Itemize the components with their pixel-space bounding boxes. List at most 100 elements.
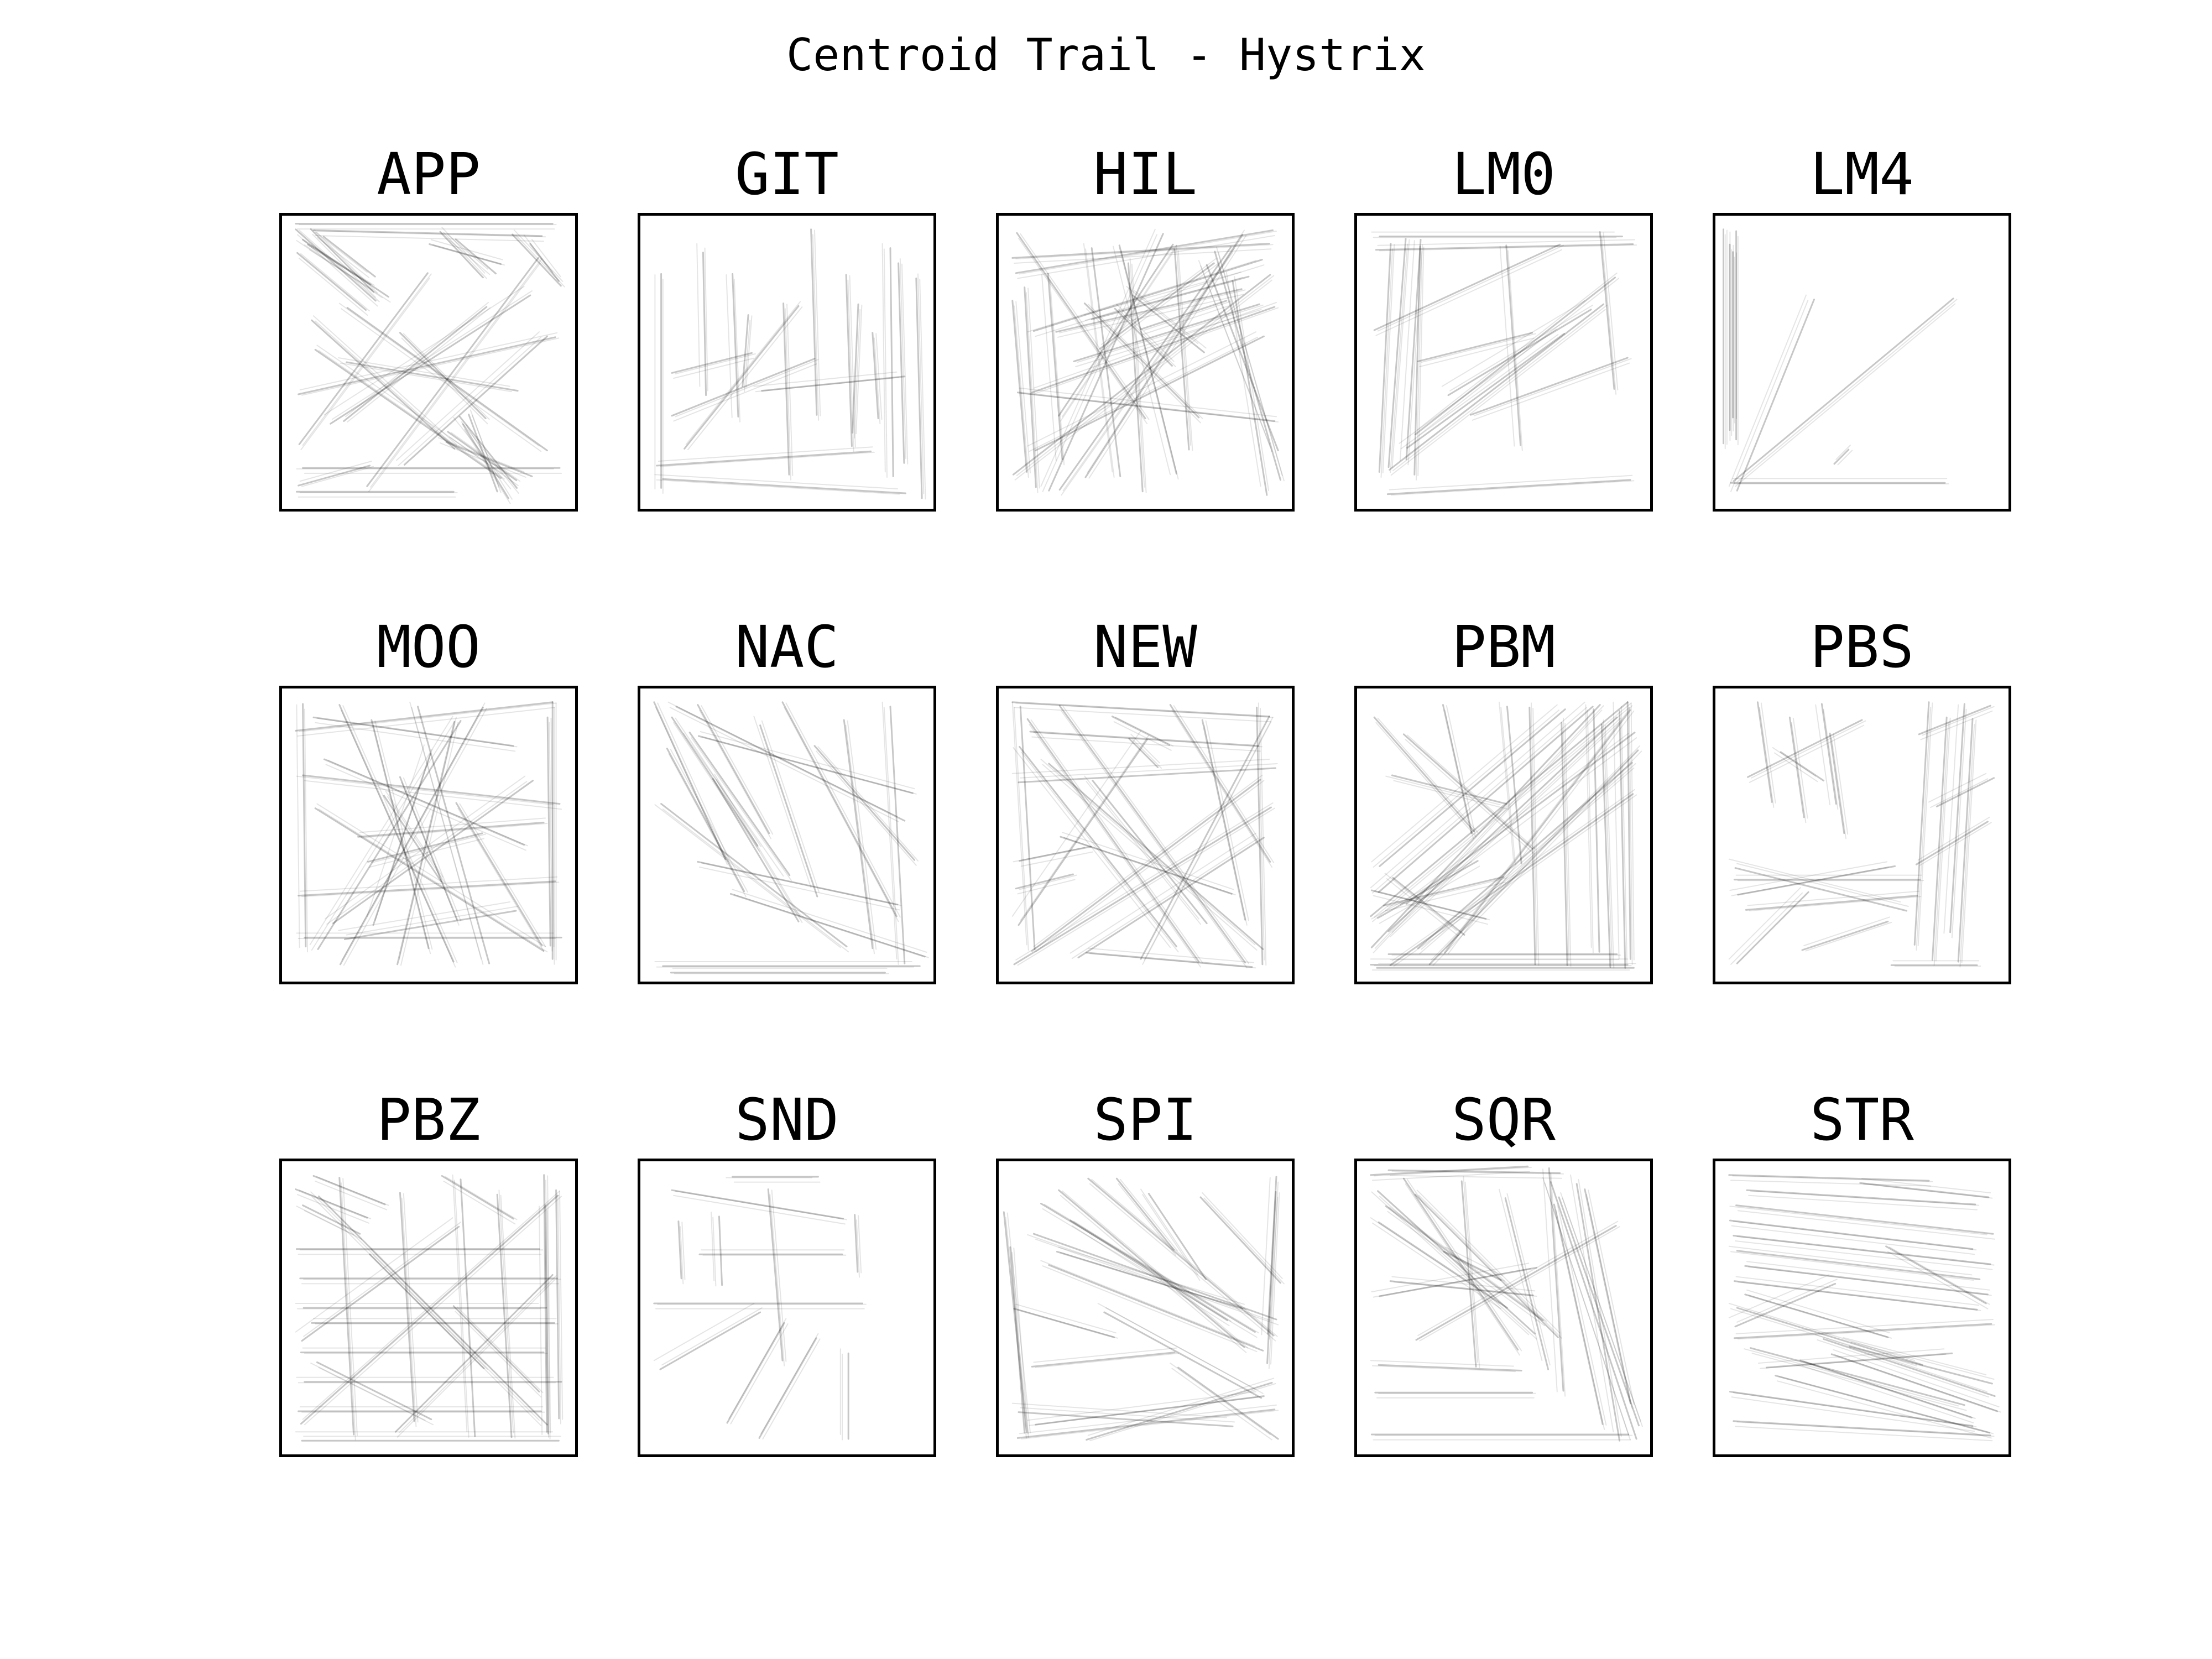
trail-segment [300, 253, 370, 312]
trail-segment [816, 750, 917, 866]
trail-segment [1735, 1276, 1980, 1306]
trail-segment [546, 716, 551, 947]
trail-segment [346, 361, 519, 392]
trail-segment [1544, 1182, 1631, 1441]
trail-segment [304, 1196, 562, 1426]
trail-segment [654, 804, 841, 948]
trail-segment [374, 720, 433, 950]
trail-segment [1737, 1281, 1981, 1311]
trail-segment [346, 307, 548, 452]
trail-segment [1206, 264, 1279, 452]
trail-segment [299, 461, 372, 482]
trail-segment [1756, 701, 1773, 803]
trail-segment [1415, 1225, 1617, 1341]
trail-segment [1943, 704, 1959, 934]
trail-segment [447, 234, 489, 270]
trail-segment [1379, 1266, 1538, 1297]
trail-segment [1505, 244, 1522, 446]
trail-segment [296, 704, 300, 948]
trail-segment [1733, 298, 1954, 482]
trail-segment [1120, 250, 1179, 480]
trail-segment [1127, 262, 1144, 493]
trail-segment [852, 303, 859, 434]
trail-segment [550, 717, 555, 947]
trail-segment [316, 1361, 432, 1421]
trail-segment [1387, 1169, 1561, 1174]
trail-segment [1393, 794, 1637, 967]
trail-segment [1550, 1173, 1566, 1397]
trail-segment [1270, 1192, 1280, 1365]
trail-segment [317, 237, 369, 278]
panel-title: GIT [735, 140, 839, 208]
panel-frame [638, 1159, 936, 1457]
trail-lines [1011, 701, 1278, 969]
trail-segment [1029, 336, 1259, 452]
trail-segment [716, 779, 803, 923]
trail-segment [1532, 708, 1540, 966]
trail-segment [312, 1175, 386, 1206]
trail-segment [369, 1253, 485, 1370]
trail-segment [301, 1225, 460, 1342]
trail-segment [1269, 1181, 1279, 1340]
trail-segment [1033, 1347, 1177, 1363]
trail-segment [367, 832, 483, 863]
trail-segment [662, 808, 849, 953]
trail-segment [1736, 299, 1815, 492]
trail-segment [330, 294, 531, 425]
trail-segment [1748, 1194, 1978, 1211]
trail-segment [1029, 731, 1260, 747]
trail-segment [1370, 704, 1601, 948]
trail-segment [699, 709, 771, 839]
trail-segment [769, 1194, 785, 1366]
trail-segment [1371, 1262, 1530, 1292]
trail-segment [1111, 716, 1171, 746]
trail-segment [430, 239, 503, 260]
trail-segment [1815, 1334, 1987, 1392]
trail-segment [498, 1190, 514, 1433]
trail-segment [1619, 710, 1626, 969]
trail-segment [1500, 707, 1516, 865]
trail-segment [447, 431, 518, 481]
trail-segment [691, 737, 792, 881]
trail-segment [1745, 895, 1918, 911]
trail-segment [883, 248, 888, 478]
trail-segment [512, 233, 562, 287]
trail-segment [301, 337, 560, 396]
trail-segment [1035, 780, 1265, 953]
trail-lines [1370, 1165, 1643, 1442]
trail-segment [449, 239, 491, 275]
trail-segment [314, 229, 378, 294]
trail-segment [1378, 243, 1392, 473]
trail-segment [1772, 747, 1817, 777]
trail-segment [374, 749, 433, 921]
trail-segment [1375, 249, 1562, 336]
trail-segment [441, 1175, 514, 1220]
trail-segment [1173, 705, 1275, 863]
trail-segment [1020, 393, 1279, 422]
trail-segment [1391, 717, 1621, 933]
trail-segment [681, 1222, 686, 1280]
trail-segment [310, 228, 375, 293]
trail-segment [813, 745, 916, 861]
trail-segment [341, 308, 542, 452]
trail-segment [872, 332, 879, 420]
trail-segment [712, 1217, 717, 1287]
trail-segment [1015, 1303, 1117, 1334]
trail-segment [1729, 861, 1888, 891]
trail-segment [899, 258, 907, 460]
trail-segment [1444, 709, 1631, 954]
trail-segment [810, 228, 818, 416]
trail-segment [1011, 1402, 1227, 1418]
trail-segment [1091, 275, 1250, 321]
trail-segment [311, 319, 456, 450]
trail-segment [1027, 331, 1256, 447]
trail-segment [1084, 775, 1199, 920]
trail-segment [1405, 732, 1636, 905]
trail-segment [1446, 705, 1633, 949]
trail-segment [753, 371, 898, 387]
trail-segment [297, 1194, 369, 1224]
trail-plot [996, 213, 1295, 512]
trail-segment [1383, 876, 1505, 906]
trail-segment [1268, 1197, 1279, 1369]
trail-segment [1092, 780, 1208, 925]
